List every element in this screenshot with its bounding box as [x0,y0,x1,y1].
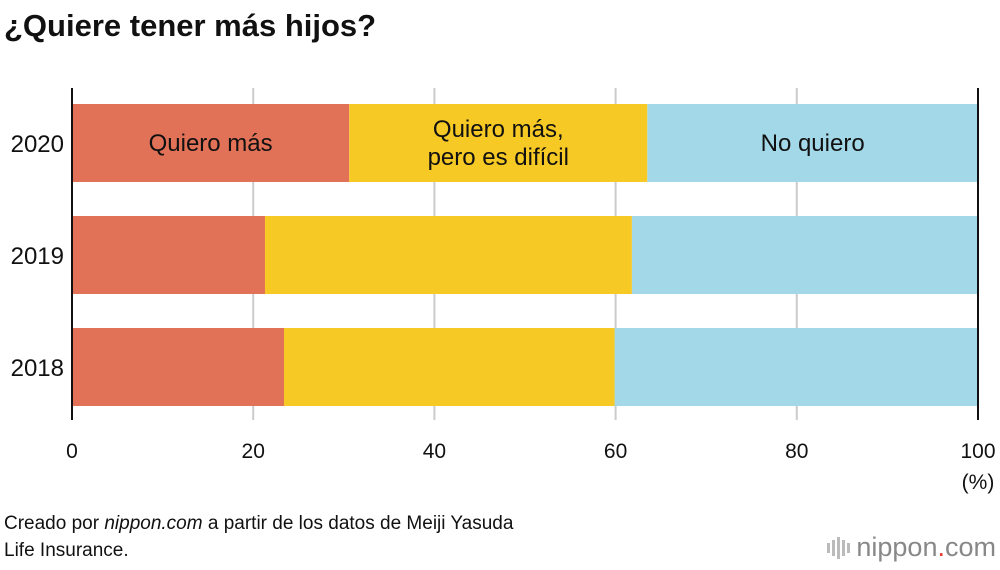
logo-dot: . [937,532,945,562]
source-suffix: a partir de los datos de Meiji Yasuda [202,513,514,534]
x-tick-label: 40 [423,440,446,463]
segment-label: Quiero más, [433,116,564,143]
bar-segment-2020-0 [72,104,350,182]
source-prefix: Creado por [4,513,105,534]
x-unit-label: (%) [962,471,995,494]
bar-segment-2018-2 [614,328,978,406]
y-category-label: 2018 [11,355,64,382]
source-site: nippon.com [104,513,203,534]
stacked-bar-chart: 0 20 40 60 80 100 (%) Quiero más Quiero más,pero… [11,88,996,494]
chart-title: ¿Quiere tener más hijos? [4,8,377,43]
x-tick-label: 20 [242,440,265,463]
bar-segment-2018-0 [72,328,285,406]
bar-segment-2018-1 [284,328,615,406]
logo-bars-icon [827,536,851,559]
source-note: Creado por nippon.com a partir de los da… [4,510,513,564]
nippon-logo: nippon.com [827,532,996,563]
bar-segment-2019-0 [72,216,265,294]
x-tick-label: 80 [785,440,808,463]
x-tick-label: 60 [604,440,627,463]
logo-tld: com [944,532,996,562]
bar-segment-2020-2 [647,104,978,182]
x-tick-label: 0 [66,440,78,463]
bar-segment-2020-1 [349,104,648,182]
x-tick-label: 100 [960,440,995,463]
source-line2: Life Insurance. [4,540,129,561]
y-category-label: 2019 [11,243,64,270]
y-category-label: 2020 [11,131,64,158]
bar-segment-2019-1 [264,216,632,294]
logo-name: nippon [856,532,938,562]
bar-segment-2019-2 [631,216,978,294]
segment-label: No quiero [761,130,865,157]
segment-label: pero es difícil [428,144,569,171]
segment-label: Quiero más [149,130,273,157]
